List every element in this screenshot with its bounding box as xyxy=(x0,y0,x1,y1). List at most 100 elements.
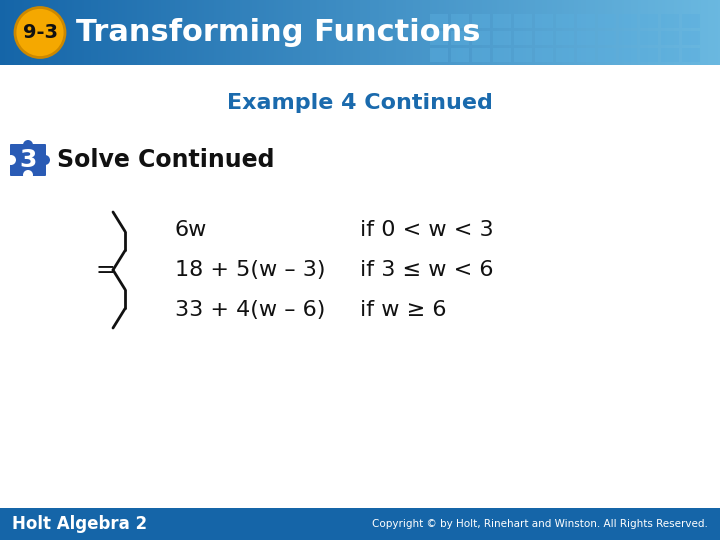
Bar xyxy=(403,0,407,65)
Bar xyxy=(125,0,128,65)
Bar xyxy=(682,14,700,28)
Bar xyxy=(50,0,54,65)
Bar xyxy=(281,0,284,65)
Bar xyxy=(178,0,181,65)
Bar xyxy=(706,0,709,65)
Bar xyxy=(14,0,18,65)
Bar xyxy=(362,0,366,65)
Bar xyxy=(557,0,560,65)
Bar xyxy=(7,0,11,65)
Bar xyxy=(430,31,448,45)
Bar xyxy=(269,0,272,65)
Bar xyxy=(317,0,320,65)
Bar xyxy=(665,0,668,65)
Bar xyxy=(672,0,675,65)
Bar xyxy=(540,0,544,65)
Bar xyxy=(238,0,241,65)
Bar xyxy=(161,0,164,65)
Bar xyxy=(454,0,457,65)
Bar xyxy=(293,0,296,65)
Bar xyxy=(636,0,639,65)
Bar xyxy=(545,0,548,65)
Bar xyxy=(153,0,157,65)
Bar xyxy=(135,0,138,65)
Bar xyxy=(559,0,562,65)
Bar xyxy=(9,0,13,65)
Bar xyxy=(79,0,83,65)
Bar xyxy=(451,48,469,62)
Bar xyxy=(684,0,688,65)
Bar xyxy=(691,0,695,65)
Bar xyxy=(211,0,215,65)
Bar xyxy=(715,0,719,65)
Bar xyxy=(650,0,654,65)
Bar xyxy=(360,0,364,65)
Text: Copyright © by Holt, Rinehart and Winston. All Rights Reserved.: Copyright © by Holt, Rinehart and Winsto… xyxy=(372,519,708,529)
Text: Transforming Functions: Transforming Functions xyxy=(76,18,480,47)
Bar xyxy=(106,0,109,65)
Bar xyxy=(189,0,193,65)
Bar xyxy=(333,0,337,65)
Bar xyxy=(598,0,601,65)
Bar xyxy=(624,0,627,65)
Bar xyxy=(322,0,325,65)
Bar xyxy=(487,0,490,65)
Bar xyxy=(302,0,306,65)
Bar xyxy=(547,0,551,65)
Bar xyxy=(305,0,308,65)
Bar xyxy=(430,0,433,65)
Bar xyxy=(703,0,706,65)
Bar xyxy=(523,0,526,65)
Text: 33 + 4(w – 6): 33 + 4(w – 6) xyxy=(175,300,325,320)
Text: Holt Algebra 2: Holt Algebra 2 xyxy=(12,515,147,533)
Bar xyxy=(110,0,114,65)
Bar xyxy=(194,0,198,65)
Bar xyxy=(653,0,656,65)
Bar xyxy=(682,0,685,65)
Bar xyxy=(384,0,387,65)
Bar xyxy=(472,31,490,45)
Bar xyxy=(662,0,666,65)
Bar xyxy=(610,0,613,65)
Bar xyxy=(578,0,582,65)
Bar xyxy=(353,0,356,65)
Bar xyxy=(577,31,595,45)
Text: Example 4 Continued: Example 4 Continued xyxy=(227,93,493,113)
Bar xyxy=(556,31,574,45)
Bar xyxy=(708,0,711,65)
Bar xyxy=(430,14,448,28)
Text: if w ≥ 6: if w ≥ 6 xyxy=(360,300,446,320)
Bar xyxy=(456,0,459,65)
Bar xyxy=(514,31,532,45)
Bar xyxy=(144,0,148,65)
Bar xyxy=(415,0,418,65)
Bar xyxy=(120,0,123,65)
Bar xyxy=(463,0,467,65)
Bar xyxy=(693,0,697,65)
Bar xyxy=(470,0,474,65)
Text: if 3 ≤ w < 6: if 3 ≤ w < 6 xyxy=(360,260,493,280)
Bar xyxy=(84,0,87,65)
Bar xyxy=(230,0,234,65)
Bar xyxy=(319,0,323,65)
Circle shape xyxy=(40,155,50,165)
Bar xyxy=(516,0,519,65)
Bar xyxy=(583,0,587,65)
Bar xyxy=(605,0,608,65)
Bar xyxy=(485,0,488,65)
Bar xyxy=(626,0,630,65)
Bar xyxy=(661,31,679,45)
Bar xyxy=(182,0,186,65)
Bar xyxy=(473,0,476,65)
Bar xyxy=(218,0,222,65)
Bar xyxy=(493,14,511,28)
Bar xyxy=(261,0,265,65)
Bar xyxy=(667,0,670,65)
Bar xyxy=(562,0,565,65)
Bar xyxy=(387,0,390,65)
Bar xyxy=(358,0,361,65)
Bar xyxy=(216,0,220,65)
Circle shape xyxy=(6,155,16,165)
Bar xyxy=(63,0,66,65)
Bar xyxy=(598,48,616,62)
